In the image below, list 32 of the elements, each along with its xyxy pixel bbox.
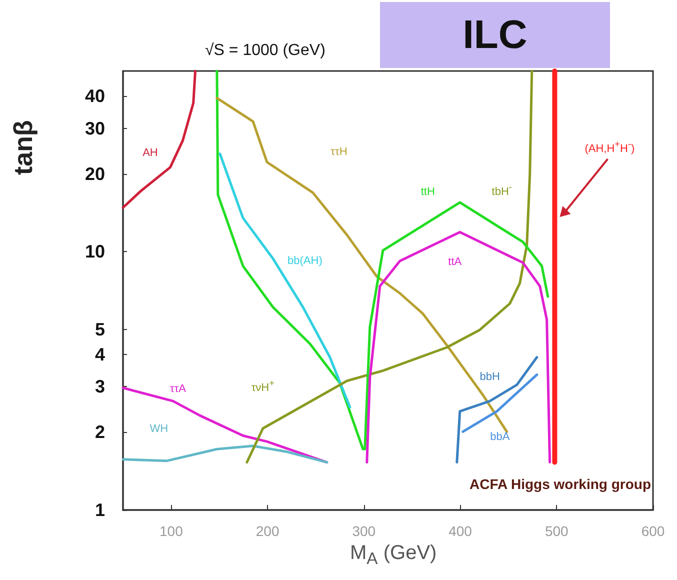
x-tick-label: 100 [160,523,184,539]
series-label: ttH [420,186,435,198]
series-label: bbH [480,371,500,384]
y-tick-label: 3 [94,376,105,397]
y-tick-label: 40 [84,86,105,106]
x-tick-label: 300 [352,523,376,539]
y-tick-label: 10 [84,242,105,262]
y-tick-label: 2 [94,422,105,442]
y-tick-label: 30 [84,118,105,138]
text: ILC [380,2,610,68]
annotation: ACFA Higgs working group [470,476,651,492]
y-tick-label: 1 [94,500,105,520]
x-tick-label: 600 [641,523,665,539]
x-tick-label: 500 [544,523,569,539]
series-label: AH [142,147,158,160]
series-label: bbA [490,431,510,444]
y-axis-title: tanβ [8,120,39,175]
x-axis-title: M$_{A}$ (GeV) [350,542,437,569]
x-tick-label: 200 [256,523,280,539]
y-tick-label: 4 [94,344,105,364]
series-label: ttA [448,256,462,268]
text: WH [150,422,168,435]
series-label: bb(AH) [288,254,322,267]
y-tick-label: 20 [84,164,105,184]
chart-title: √S = 1000 (GeV) [205,42,326,60]
y-tick-label: 5 [94,319,105,340]
series-label: ττA [170,383,186,396]
annotation: tbH$^{-}$ [492,182,512,198]
text: τνH$^{+}$ [251,378,274,394]
x-tick-label: 400 [448,523,472,539]
text: (AH,H$^{+}$H$^{-}$) [584,139,635,155]
text: ττH [330,146,348,158]
